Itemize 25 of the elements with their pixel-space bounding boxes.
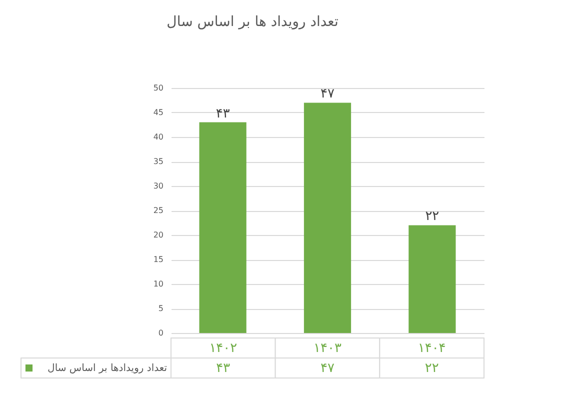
- chart-title: تعداد رویداد ها بر اساس سال: [166, 14, 338, 30]
- text: ۴۷: [320, 86, 334, 102]
- legend-label: تعداد رویدادها بر اساس سال: [48, 363, 168, 374]
- x-tick-label: ۱۴۰۳: [314, 341, 342, 356]
- text: ۴۳: [216, 106, 230, 122]
- x-tick-label: ۱۴۰۴: [418, 341, 446, 356]
- y-tick-label: 50: [153, 84, 164, 92]
- y-tick-label: 20: [153, 230, 164, 240]
- text: ۲۲: [425, 209, 440, 224]
- y-tick-label: 35: [153, 157, 164, 166]
- bar: [304, 102, 352, 333]
- y-tick-label: 40: [153, 132, 164, 142]
- y-tick-label: 5: [158, 304, 164, 313]
- data-label: ۲۲: [424, 361, 439, 376]
- y-tick-label: 30: [153, 182, 164, 190]
- bar: [199, 122, 246, 333]
- y-tick-label: 45: [153, 108, 164, 117]
- data-label: ۴۷: [320, 361, 334, 376]
- y-tick-label: 0: [158, 328, 164, 338]
- y-tick-label: 15: [153, 255, 164, 264]
- x-tick-label: ۱۴۰۲: [209, 341, 238, 356]
- bar: [408, 225, 456, 333]
- y-tick-label: 25: [153, 206, 164, 215]
- y-tick-label: 10: [153, 280, 164, 288]
- data-label: ۴۳: [216, 361, 230, 376]
